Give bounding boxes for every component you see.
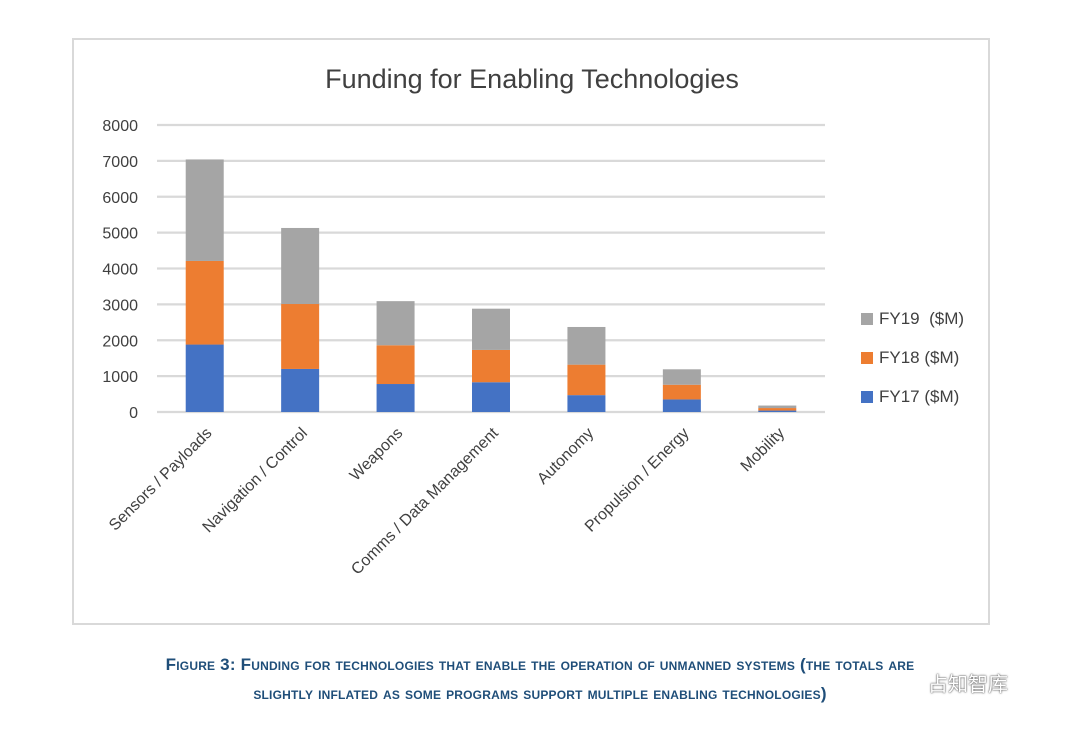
bar-fy18: [662, 384, 701, 400]
bar-fy17: [281, 368, 320, 412]
legend-swatch: [861, 391, 873, 403]
bar-fy19: [376, 301, 415, 346]
legend-label: FY17 ($M): [879, 387, 959, 406]
bar-fy18: [758, 408, 797, 411]
y-tick-label: 5000: [102, 226, 138, 243]
bar-fy19: [567, 326, 606, 365]
x-category-label: Propulsion / Energy: [582, 425, 693, 536]
bar-fy19: [472, 308, 510, 350]
y-tick-label: 7000: [102, 154, 138, 171]
x-category-label: Sensors / Payloads: [106, 425, 216, 535]
bar-fy18: [185, 260, 224, 345]
bar-fy17: [185, 344, 224, 412]
x-category-label: Weapons: [347, 425, 407, 485]
x-category-label: Autonomy: [534, 425, 597, 488]
bar-fy19: [758, 405, 797, 409]
bar-fy19: [185, 159, 224, 261]
figure-caption-line-1: Figure 3: Funding for technologies that …: [165, 655, 915, 674]
x-category-label: Navigation / Control: [200, 425, 311, 536]
y-tick-label: 6000: [102, 190, 138, 207]
y-tick-label: 0: [129, 405, 138, 422]
bar-fy19: [281, 227, 320, 305]
bar-fy18: [281, 304, 320, 369]
chart-title: Funding for Enabling Technologies: [325, 64, 739, 94]
chart-frame: Funding for Enabling Technologies 0 1000 2…: [72, 38, 990, 625]
watermark-text: 占知智库: [928, 672, 1008, 696]
watermark: 占知智库: [890, 668, 1008, 700]
bar-fy17: [472, 382, 510, 412]
legend-swatch: [861, 313, 873, 325]
bar-fy18: [567, 364, 606, 396]
bar-fy17: [758, 410, 797, 412]
legend-swatch: [861, 352, 873, 364]
bar-fy17: [662, 399, 701, 412]
legend-label: FY18 ($M): [879, 348, 959, 367]
bar-fy19: [662, 369, 701, 385]
wechat-icon: [890, 672, 924, 700]
y-tick-label: 2000: [102, 333, 138, 350]
figure-caption-line-2: slightly inflated as some programs suppo…: [253, 684, 827, 703]
bar-fy18: [472, 349, 510, 383]
chart-area: Funding for Enabling Technologies 0 1000 2…: [102, 64, 964, 578]
bar-fy17: [567, 395, 606, 412]
bar-fy18: [376, 345, 415, 385]
x-category-label: Mobility: [738, 425, 788, 475]
y-tick-label: 4000: [102, 262, 138, 279]
legend-label: FY19 ($M): [879, 309, 964, 328]
y-tick-label: 1000: [102, 369, 138, 386]
y-tick-label: 3000: [102, 297, 138, 314]
y-tick-label: 8000: [102, 118, 138, 135]
bar-fy17: [376, 384, 415, 412]
